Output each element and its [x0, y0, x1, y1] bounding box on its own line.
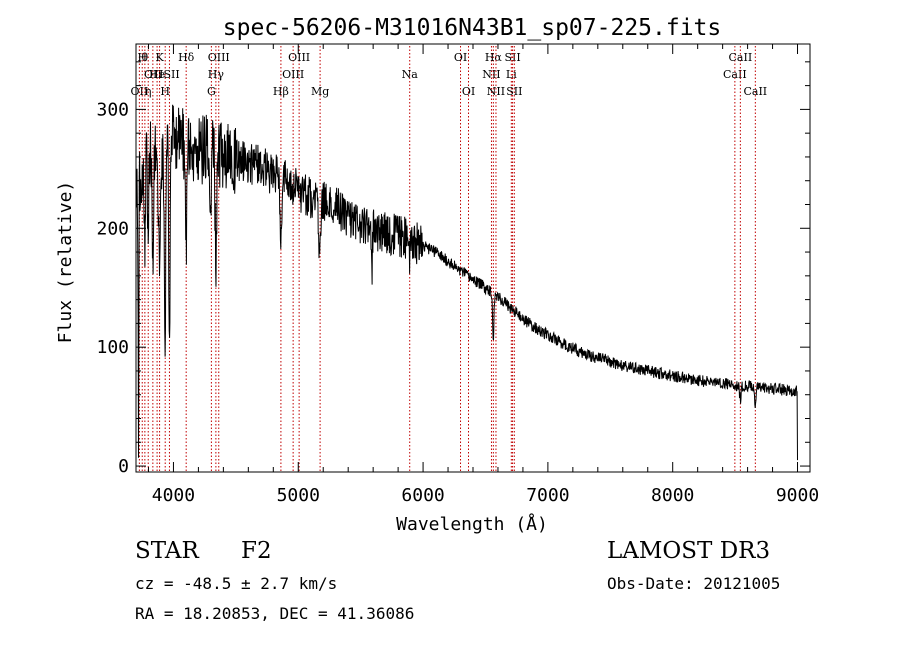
- line-marker-label: OIII: [208, 51, 230, 64]
- coordinates: RA = 18.20853, DEC = 41.36086: [135, 604, 415, 623]
- line-marker-label: SII: [504, 51, 520, 64]
- line-marker-label: NII: [487, 85, 505, 98]
- chart-title: spec-56206-M31016N43B1_sp07-225.fits: [223, 15, 722, 41]
- observation-date: Obs-Date: 20121005: [607, 574, 781, 593]
- object-subclass: F2: [241, 538, 272, 564]
- object-class: STAR: [135, 538, 199, 564]
- line-marker-label: He: [149, 68, 165, 81]
- line-marker-label: OI: [462, 85, 475, 98]
- line-marker-label: K: [155, 51, 164, 64]
- line-marker-label: OI: [454, 51, 467, 64]
- y-tick-label: 100: [96, 337, 129, 358]
- line-marker-label: OII: [131, 85, 149, 98]
- line-marker-label: SII: [506, 85, 522, 98]
- line-marker-label: Hα: [485, 51, 503, 64]
- line-marker-label: η: [145, 85, 152, 98]
- line-marker-label: ISII: [159, 68, 180, 81]
- spectrum-line: [136, 104, 798, 461]
- y-axis-label: Flux (relative): [55, 181, 76, 344]
- line-marker-label: θ: [142, 51, 149, 64]
- plot-frame: [135, 43, 811, 473]
- x-tick-label: 9000: [776, 485, 819, 506]
- line-marker-label: CaII: [729, 51, 753, 64]
- y-tick-label: 0: [118, 456, 129, 477]
- line-marker-label: Hγ: [208, 68, 225, 81]
- x-tick-label: 7000: [526, 485, 569, 506]
- line-marker-label: Hδ: [178, 51, 195, 64]
- x-axis-label: Wavelength (Å): [396, 513, 548, 535]
- x-tick-label: 8000: [651, 485, 694, 506]
- y-tick-label: 200: [96, 218, 129, 239]
- survey-name: LAMOST DR3: [607, 538, 771, 564]
- line-marker-label: Na: [402, 68, 419, 81]
- line-marker-label: Mg: [311, 85, 329, 98]
- x-tick-label: 6000: [401, 485, 444, 506]
- line-marker-label: Li: [506, 68, 517, 81]
- spectrum-layer: [136, 104, 798, 461]
- x-tick-label: 4000: [152, 485, 195, 506]
- line-marker-label: CaII: [723, 68, 747, 81]
- line-marker-layer: OIIHθηOIIHeKHISIIHδGHγOIIIHβOIIIOIIIMgNa…: [131, 46, 767, 472]
- line-marker-label: H: [160, 85, 170, 98]
- line-marker-label: G: [207, 85, 216, 98]
- line-marker-label: Hβ: [273, 85, 289, 98]
- line-marker-label: CaII: [743, 85, 767, 98]
- line-marker-label: OIII: [288, 51, 310, 64]
- y-tick-label: 300: [96, 99, 129, 120]
- axis-ticks: 4000 5000 6000 7000 8000 9000 0 100 200 300: [96, 44, 819, 506]
- line-marker-label: H: [137, 51, 147, 64]
- redshift-value: cz = -48.5 ± 2.7 km/s: [135, 574, 338, 593]
- x-tick-label: 5000: [277, 485, 320, 506]
- line-marker-label: OIII: [282, 68, 304, 81]
- line-marker-label: NII: [482, 68, 500, 81]
